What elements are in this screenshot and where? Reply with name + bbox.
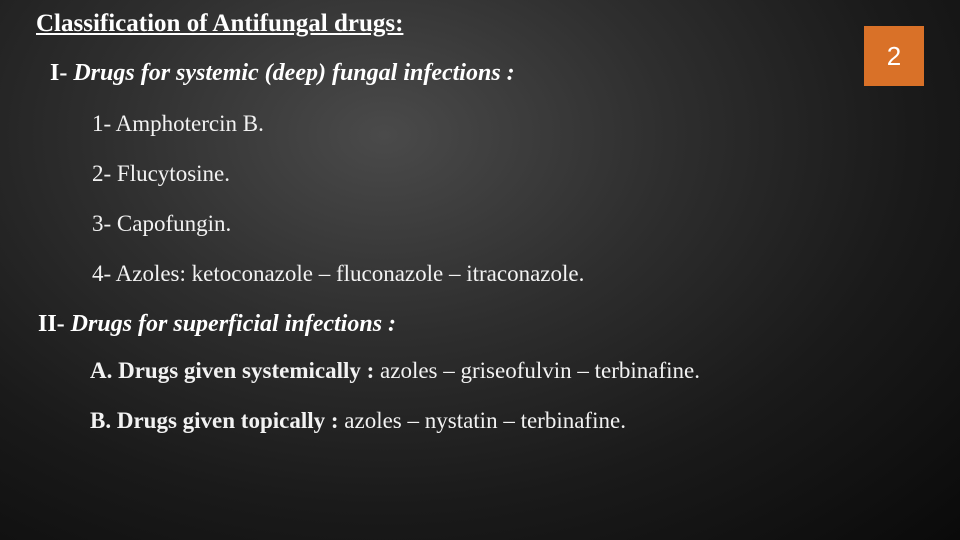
section-1-roman: I-	[50, 60, 67, 86]
page-number-badge: 2	[864, 26, 924, 86]
list-item: 2- Flucytosine.	[92, 161, 930, 187]
section-2-text: Drugs for superficial infections :	[71, 311, 396, 337]
subsection-b: B. Drugs given topically : azoles – nyst…	[90, 408, 930, 434]
page-number: 2	[887, 41, 901, 72]
subsection-a: A. Drugs given systemically : azoles – g…	[90, 358, 930, 384]
subsection-a-label: A. Drugs given systemically :	[90, 358, 374, 383]
subsection-b-label: B. Drugs given topically :	[90, 408, 339, 433]
list-item: 1- Amphotercin B.	[92, 111, 930, 137]
section-2-heading: II- Drugs for superficial infections :	[38, 311, 930, 338]
section-1-heading: I- Drugs for systemic (deep) fungal infe…	[50, 60, 930, 87]
section-2-roman: II-	[38, 311, 65, 337]
subsection-a-rest: azoles – griseofulvin – terbinafine.	[374, 358, 700, 383]
list-item: 3- Capofungin.	[92, 211, 930, 237]
subsection-b-rest: azoles – nystatin – terbinafine.	[339, 408, 626, 433]
list-item: 4- Azoles: ketoconazole – fluconazole – …	[92, 261, 930, 287]
slide-container: 2 Classification of Antifungal drugs: I-…	[0, 0, 960, 540]
section-1-text: Drugs for systemic (deep) fungal infecti…	[73, 60, 514, 86]
slide-title: Classification of Antifungal drugs:	[36, 10, 930, 38]
